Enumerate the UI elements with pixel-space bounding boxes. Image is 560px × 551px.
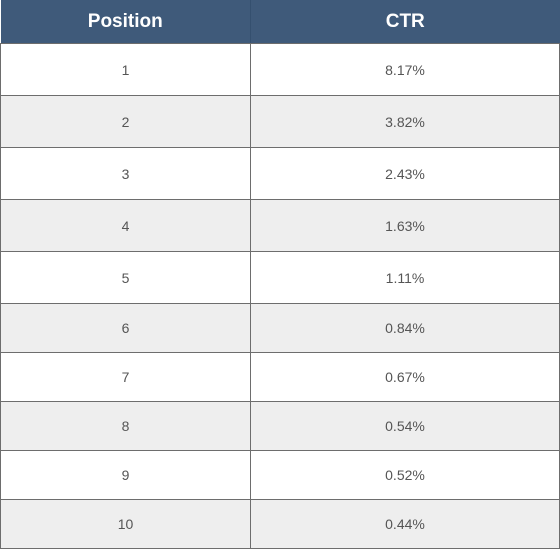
ctr-cell: 1.11%: [250, 251, 560, 304]
position-cell: 10: [0, 499, 251, 549]
ctr-cell: 3.82%: [250, 95, 560, 148]
table-row: 10 0.44%: [0, 499, 560, 549]
ctr-cell: 0.54%: [250, 401, 560, 451]
table-row: 8 0.54%: [0, 401, 560, 451]
position-cell: 3: [0, 147, 251, 200]
table-body: 1 8.17% 2 3.82% 3 2.43% 4 1.63% 5 1.11% 6 0.84% 7 0.6…: [0, 43, 560, 549]
position-cell: 1: [0, 43, 251, 96]
ctr-cell: 0.52%: [250, 450, 560, 500]
ctr-cell: 0.84%: [250, 303, 560, 353]
header-row: Position CTR: [0, 0, 560, 44]
position-cell: 5: [0, 251, 251, 304]
table-row: 2 3.82%: [0, 95, 560, 148]
table-row: 6 0.84%: [0, 303, 560, 353]
ctr-cell: 0.44%: [250, 499, 560, 549]
table-row: 5 1.11%: [0, 251, 560, 304]
ctr-cell: 2.43%: [250, 147, 560, 200]
ctr-cell: 8.17%: [250, 43, 560, 96]
position-cell: 6: [0, 303, 251, 353]
table-header: Position CTR: [0, 0, 560, 44]
position-cell: 8: [0, 401, 251, 451]
header-position: Position: [0, 0, 251, 44]
table-row: 9 0.52%: [0, 450, 560, 500]
table-row: 4 1.63%: [0, 199, 560, 252]
position-cell: 9: [0, 450, 251, 500]
table-row: 7 0.67%: [0, 352, 560, 402]
position-cell: 7: [0, 352, 251, 402]
ctr-cell: 1.63%: [250, 199, 560, 252]
header-ctr: CTR: [250, 0, 560, 44]
position-cell: 4: [0, 199, 251, 252]
table-row: 3 2.43%: [0, 147, 560, 200]
table-row: 1 8.17%: [0, 43, 560, 96]
ctr-cell: 0.67%: [250, 352, 560, 402]
position-cell: 2: [0, 95, 251, 148]
